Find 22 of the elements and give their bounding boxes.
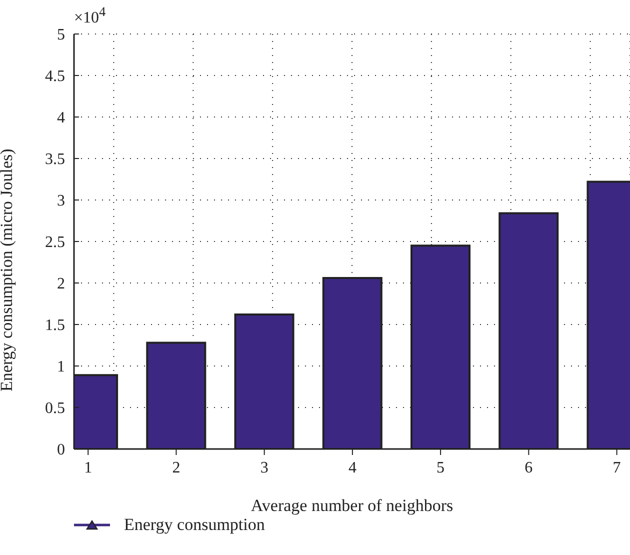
y-tick-label: 1.5 [45,317,65,334]
x-tick-label: 6 [524,459,533,476]
y-tick-label: 0 [57,442,65,459]
y-tick-label: 3.5 [45,151,65,168]
y-tick-label: 3 [57,192,65,210]
y-tick-label: 4.5 [45,68,65,86]
x-tick-label: 3 [260,459,268,476]
y-tick-label: 4 [57,110,65,127]
x-tick-label: 1 [84,459,92,476]
x-tick-label: 2 [172,459,180,476]
y-tick-label: 2 [57,276,65,293]
y-tick-label: 0.5 [45,400,65,418]
x-tick-label: 5 [436,459,445,476]
y-tick-label: 1 [57,358,65,376]
x-tick-label: 7 [612,459,621,476]
y-tick-label: 5 [57,26,65,44]
x-axis-title: Average number of neighbors [250,496,454,515]
text: ×10$^{4}$ [74,4,106,28]
y-tick-label: 2.5 [45,234,65,252]
legend-label: Energy consumption [124,515,265,535]
y-axis-title: Energy consumption (micro Joules) [0,148,16,392]
x-tick-label: 4 [348,459,356,476]
